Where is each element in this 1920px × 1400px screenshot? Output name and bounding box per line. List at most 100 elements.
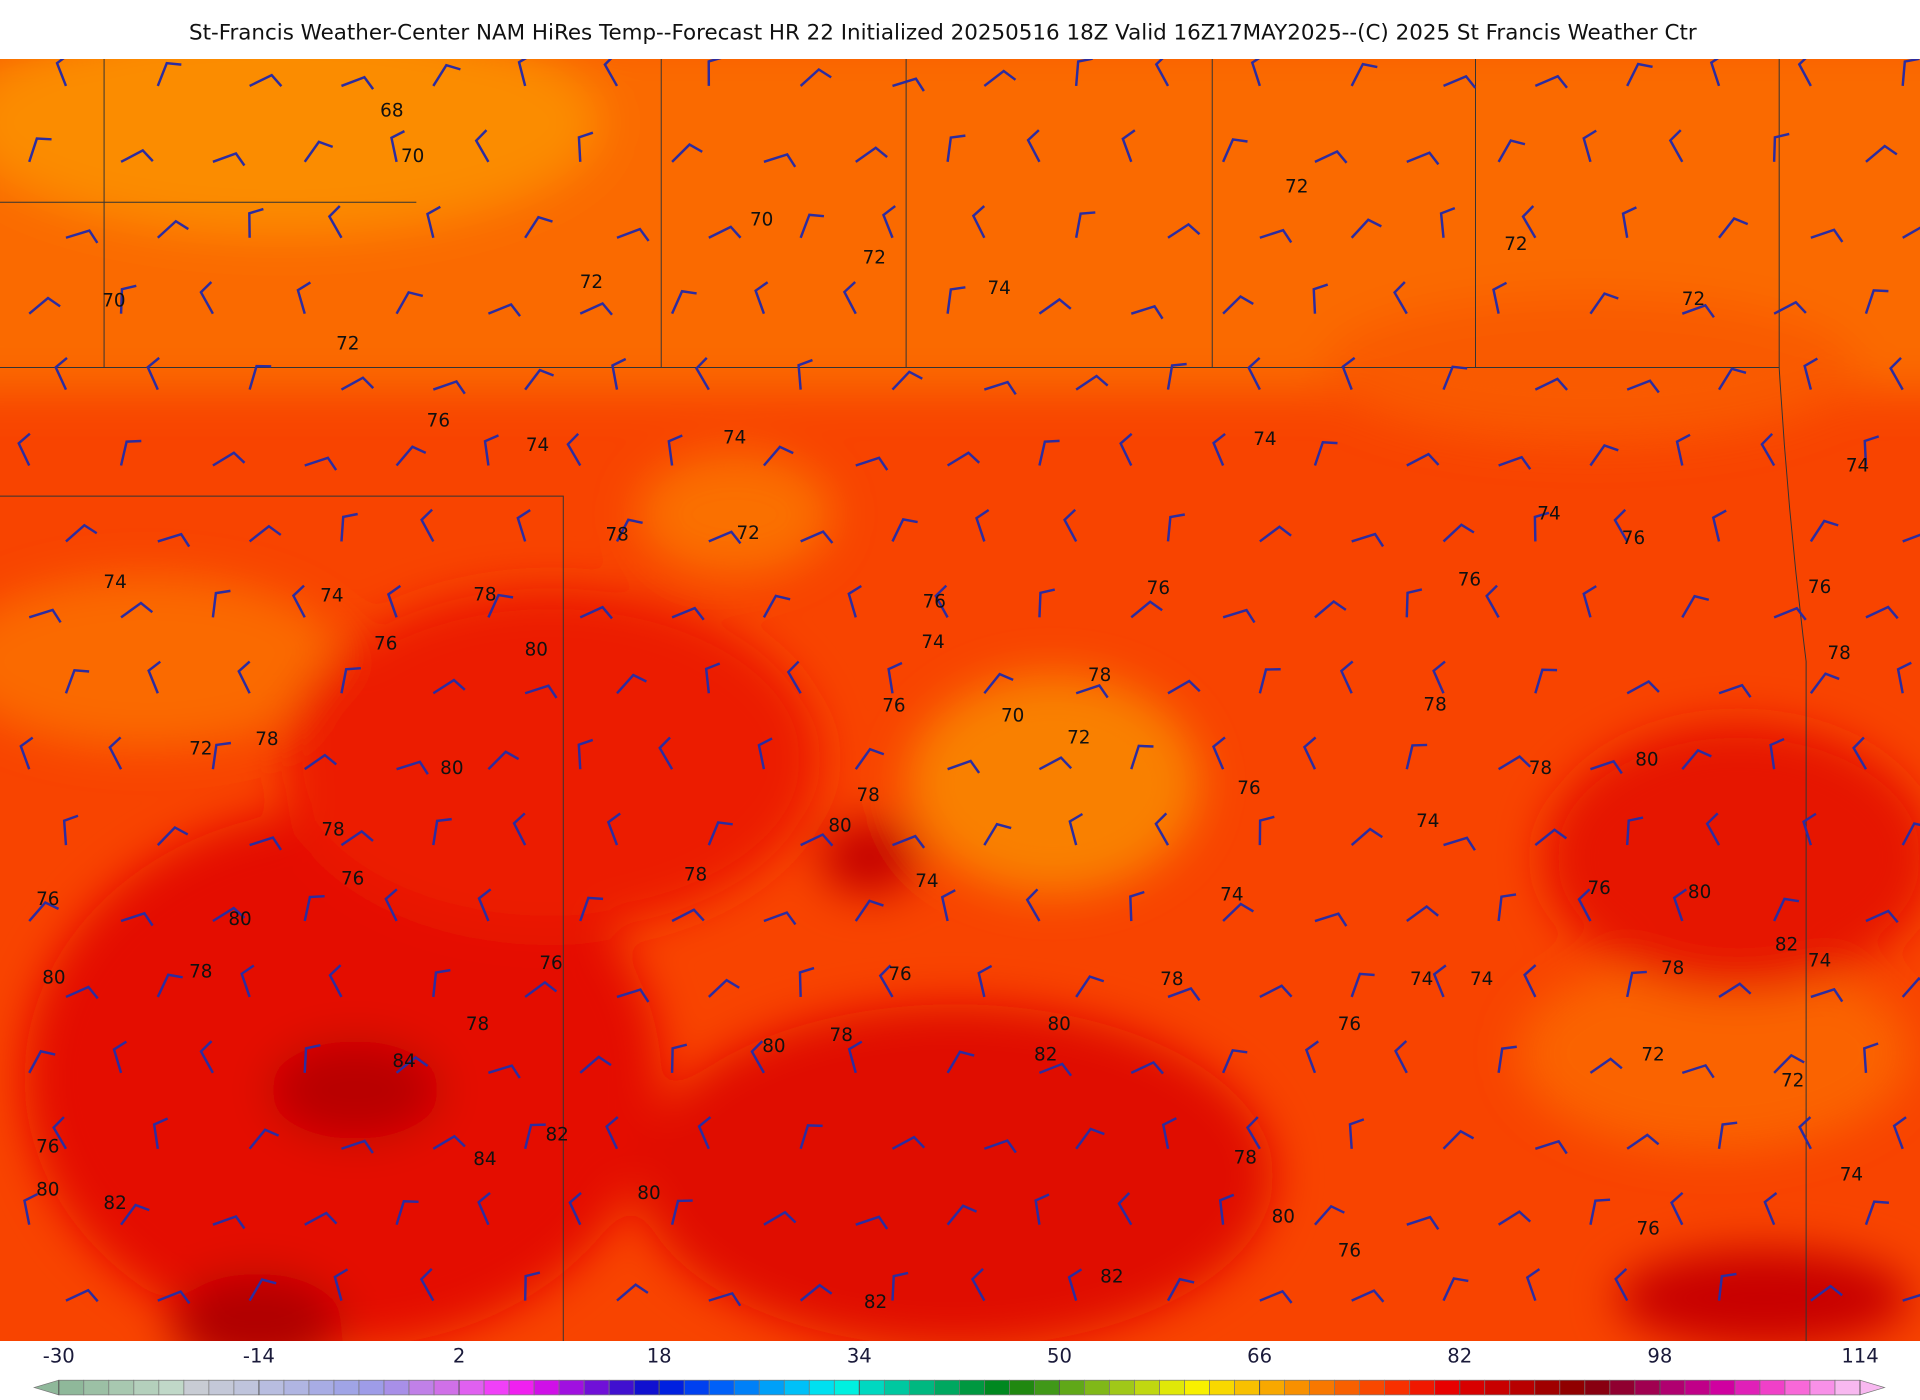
wind-barb (1763, 1192, 1778, 1226)
colorbar-segment (1409, 1379, 1436, 1396)
wind-barb (333, 1268, 349, 1301)
wind-barb (340, 512, 358, 542)
temperature-field: 68 70 70 70 72 72 74 72 72 72 72 76 74 74 74 74 78 72 74 76… (0, 58, 1920, 1342)
contour-label: 80 (828, 816, 851, 837)
wind-barb (212, 451, 246, 467)
wind-barb (1773, 1053, 1805, 1074)
wind-barb (341, 75, 375, 90)
colorbar-segment (758, 1379, 785, 1396)
wind-barb (616, 227, 650, 242)
wind-barb (1769, 737, 1785, 770)
wind-barb (420, 508, 435, 543)
colorbar-tick-label: 114 (1841, 1344, 1878, 1367)
wind-barb (667, 434, 683, 466)
wind-barb (605, 1116, 619, 1150)
colorbar-tick-label: 82 (1447, 1344, 1472, 1367)
colorbar-segment (1809, 1379, 1836, 1396)
colorbar-segment (1434, 1379, 1461, 1396)
wind-barb (757, 737, 773, 770)
contour-label: 68 (380, 101, 403, 122)
wind-barb (762, 594, 791, 618)
wind-barb (1154, 812, 1170, 846)
wind-barb (1717, 1272, 1737, 1301)
wind-barb (1075, 975, 1105, 998)
wind-barb (798, 966, 815, 997)
wind-barb (327, 205, 343, 239)
wind-barb (432, 968, 451, 998)
wind-barb (611, 357, 627, 390)
colorbar-segment (1184, 1379, 1210, 1396)
wind-barb (1312, 283, 1329, 314)
wind-barb (119, 284, 137, 314)
wind-barb (855, 1215, 889, 1230)
wind-barb (419, 1268, 435, 1302)
wind-barb (566, 432, 582, 467)
wind-barb (1865, 144, 1898, 163)
wind-barb (1406, 1215, 1440, 1231)
wind-barb (395, 290, 424, 315)
wind-barb (328, 964, 343, 998)
contour-label: 80 (1047, 1014, 1070, 1035)
contour-label: 72 (1682, 289, 1705, 310)
wind-barb (579, 605, 613, 620)
wind-barb (946, 134, 966, 162)
wind-barb (1130, 744, 1154, 770)
contour-label: 76 (1237, 778, 1260, 799)
wind-barb (487, 750, 520, 771)
wind-barb (616, 673, 647, 695)
wind-barb (156, 973, 183, 998)
colorbar-segment (833, 1379, 860, 1396)
colorbar-segment (633, 1379, 660, 1396)
colorbar-segment (1309, 1379, 1336, 1396)
wind-barb (28, 1049, 56, 1074)
colorbar-segment (1234, 1379, 1260, 1396)
wind-barb (1902, 226, 1920, 239)
wind-barb (1670, 1191, 1684, 1226)
wind-barb (112, 1040, 128, 1074)
wind-barb (28, 901, 60, 922)
contour-label: 74 (1846, 456, 1869, 477)
wind-barb (524, 980, 558, 998)
colorbar-segment (1834, 1379, 1861, 1396)
wind-barb (248, 524, 282, 543)
contour-label: 72 (580, 272, 603, 293)
wind-barb (108, 736, 123, 770)
colorbar-segment (1109, 1379, 1135, 1396)
colorbar-segment (1359, 1379, 1386, 1396)
wind-barb (1803, 357, 1818, 390)
wind-barb (1038, 439, 1060, 466)
contour-label: 72 (1641, 1045, 1664, 1066)
wind-barb (892, 834, 926, 849)
contour-label: 78 (321, 819, 344, 840)
wind-barb (1442, 1129, 1475, 1150)
wind-barb (946, 286, 966, 314)
colorbar-segment (883, 1379, 910, 1396)
contour-label: 72 (1285, 177, 1308, 198)
wind-barb (1212, 432, 1226, 466)
wind-barb (119, 439, 142, 466)
wind-barb (1166, 513, 1186, 542)
wind-barb (1154, 58, 1170, 87)
wind-barb (120, 911, 154, 927)
contour-label: 74 (987, 278, 1010, 299)
colorbar-segment (1534, 1379, 1561, 1396)
contour-label: 76 (1808, 577, 1831, 598)
wind-barb (762, 445, 794, 467)
colorbar-segment (433, 1379, 460, 1396)
contour-label: 76 (341, 868, 364, 889)
wind-barb (340, 376, 375, 391)
wind-barb (1902, 1293, 1920, 1302)
wind-barb (1718, 683, 1752, 698)
wind-barb (432, 1134, 466, 1150)
wind-barb (1075, 1127, 1105, 1150)
wind-barb (1865, 909, 1899, 924)
colorbar: -30 -14 2 18 34 50 66 82 98 114 (33, 1344, 1886, 1396)
wind-barb (1025, 888, 1041, 922)
wind-barb (1589, 1057, 1623, 1074)
contour-label: 82 (103, 1193, 126, 1214)
colorbar-segment (708, 1379, 735, 1396)
contour-label: 78 (473, 584, 496, 605)
wind-barb (1901, 58, 1920, 87)
